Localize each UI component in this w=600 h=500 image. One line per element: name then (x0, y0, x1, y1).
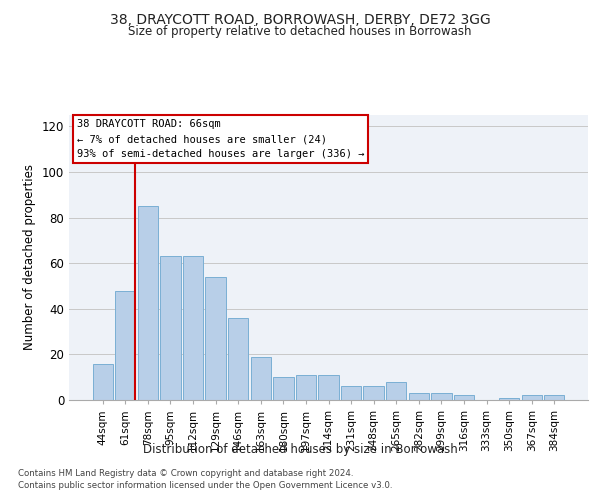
Text: Size of property relative to detached houses in Borrowash: Size of property relative to detached ho… (128, 25, 472, 38)
Bar (183, 256, 203, 400)
Bar (160, 256, 181, 400)
Bar (386, 382, 406, 400)
Text: 38, DRAYCOTT ROAD, BORROWASH, DERBY, DE72 3GG: 38, DRAYCOTT ROAD, BORROWASH, DERBY, DE7… (110, 12, 490, 26)
Y-axis label: Number of detached properties: Number of detached properties (23, 164, 36, 350)
Bar (228, 318, 248, 400)
Text: Contains HM Land Registry data © Crown copyright and database right 2024.: Contains HM Land Registry data © Crown c… (18, 468, 353, 477)
Bar (92, 364, 113, 400)
Bar (251, 356, 271, 400)
Text: Distribution of detached houses by size in Borrowash: Distribution of detached houses by size … (143, 442, 457, 456)
Bar (409, 393, 429, 400)
Bar (319, 375, 338, 400)
Bar (341, 386, 361, 400)
Bar (115, 290, 136, 400)
Bar (431, 393, 452, 400)
Bar (544, 396, 565, 400)
Bar (138, 206, 158, 400)
Bar (499, 398, 519, 400)
Bar (273, 377, 293, 400)
Bar (521, 396, 542, 400)
Bar (205, 277, 226, 400)
Text: 38 DRAYCOTT ROAD: 66sqm
← 7% of detached houses are smaller (24)
93% of semi-det: 38 DRAYCOTT ROAD: 66sqm ← 7% of detached… (77, 120, 364, 159)
Text: Contains public sector information licensed under the Open Government Licence v3: Contains public sector information licen… (18, 481, 392, 490)
Bar (364, 386, 384, 400)
Bar (454, 396, 474, 400)
Bar (296, 375, 316, 400)
